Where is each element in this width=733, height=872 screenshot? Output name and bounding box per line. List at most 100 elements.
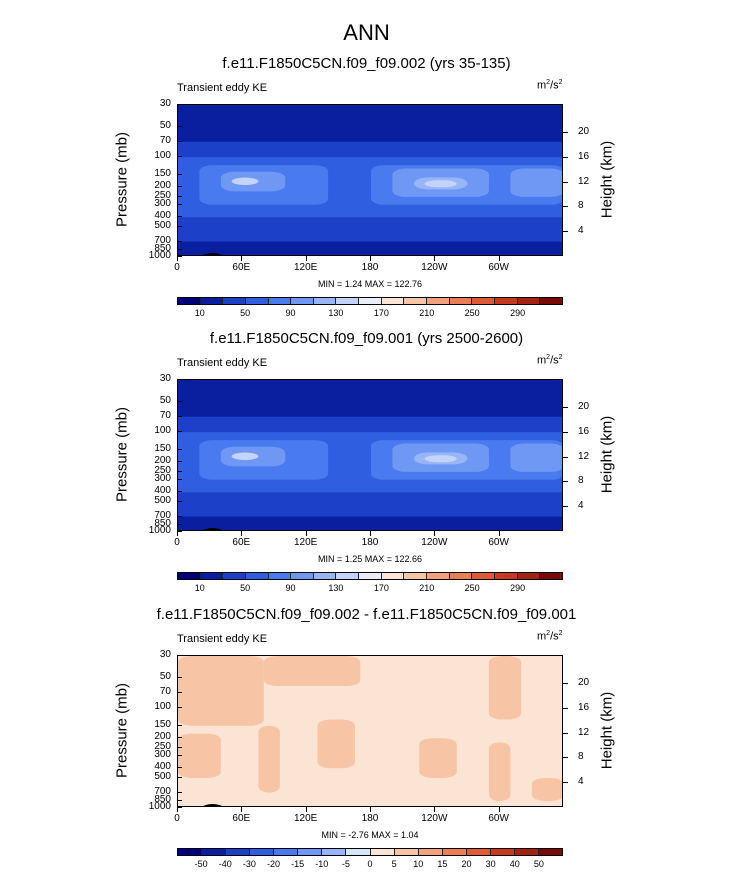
y-axis-title: Pressure (mb) — [113, 682, 131, 779]
height-tick-mark — [563, 481, 568, 483]
colorbar-label: -40 — [218, 859, 232, 869]
y-tick-label: 200 — [154, 455, 171, 467]
min-max-label: MIN = -2.76 MAX = 1.04 — [321, 830, 419, 840]
colorbar-segment — [427, 298, 450, 304]
height-tick-label: 4 — [578, 500, 584, 512]
y-tick-mark — [177, 379, 182, 380]
height-tick-label: 12 — [578, 726, 590, 738]
terrain-mask — [203, 804, 223, 806]
y-tick-label: 150 — [154, 442, 171, 454]
y-tick-mark — [177, 173, 182, 175]
chart-title: f.e11.F1850C5CN.f09_f09.002 - f.e11.F185… — [156, 606, 577, 623]
y-tick-label: 50 — [159, 120, 171, 132]
y-tick-mark — [177, 737, 182, 739]
colorbar — [177, 572, 563, 580]
height-tick-mark — [563, 757, 568, 759]
x-tick-mark — [370, 256, 371, 261]
x-tick-mark — [498, 531, 500, 536]
units-sup: 2 — [546, 354, 551, 361]
x-tick-label: 120E — [293, 262, 318, 273]
colorbar-segment — [245, 573, 269, 579]
colorbar-label: -10 — [315, 859, 329, 869]
x-tick-mark — [177, 531, 178, 536]
y-tick-mark — [177, 523, 182, 525]
chart-title: f.e11.F1850C5CN.f09_f09.001 (yrs 2500-26… — [209, 330, 524, 347]
colorbar — [177, 297, 563, 305]
colorbar-label: 90 — [285, 583, 296, 593]
x-tick-mark — [434, 807, 436, 812]
height-tick-mark — [563, 431, 568, 433]
y-tick-mark — [177, 248, 182, 250]
x-tick-mark — [305, 531, 307, 536]
y-tick-label: 500 — [154, 494, 171, 506]
y-tick-label: 70 — [159, 409, 171, 421]
contour-region-8 — [419, 738, 457, 778]
x-tick-label: 60E — [232, 262, 251, 273]
y-tick-label: 1000 — [148, 525, 171, 536]
colorbar-label: -15 — [291, 859, 305, 869]
x-tick-label: 0 — [174, 537, 180, 548]
units-sup: 2 — [546, 79, 551, 86]
contour-region-5 — [178, 733, 221, 778]
colorbar-segment — [370, 849, 395, 855]
colorbar-label: -5 — [341, 859, 350, 869]
colorbar-segment — [245, 298, 269, 304]
units-mid: /s — [550, 354, 559, 367]
terrain-mask — [203, 528, 223, 530]
colorbar-segment — [200, 298, 224, 304]
height-tick-mark — [563, 506, 568, 508]
height-tick-mark — [563, 732, 568, 734]
colorbar-label: 250 — [464, 308, 480, 318]
colorbar-segment — [200, 573, 224, 579]
y-tick-label: 1000 — [148, 801, 171, 812]
colorbar-segment — [538, 849, 562, 855]
units-base: m — [537, 354, 547, 367]
heatmap-svg — [178, 380, 562, 530]
x-tick-mark — [434, 256, 436, 261]
units-base: m — [537, 630, 547, 643]
y-tick-label: 50 — [159, 671, 171, 683]
colorbar-label: 130 — [328, 308, 344, 318]
height-tick-mark — [563, 456, 568, 458]
height-tick-mark — [563, 156, 568, 158]
y-tick-label: 30 — [159, 649, 171, 660]
y-tick-mark — [177, 791, 182, 793]
units-mid: /s — [550, 79, 559, 92]
terrain-mask — [203, 253, 223, 255]
chart-units: m2/s2 — [537, 79, 563, 92]
y-tick-mark — [177, 256, 182, 257]
units-sup: 2 — [558, 354, 563, 361]
colorbar-segment — [427, 573, 450, 579]
x-tick-label: 120E — [293, 813, 318, 824]
y-tick-mark — [177, 140, 182, 142]
colorbar-segment — [226, 849, 251, 855]
y-tick-label: 100 — [154, 150, 171, 162]
y-tick-label: 150 — [154, 718, 171, 730]
height-tick-mark — [563, 181, 568, 183]
colorbar-label: 50 — [240, 583, 251, 593]
x-tick-mark — [370, 807, 371, 812]
y-tick-label: 50 — [159, 395, 171, 407]
colorbar-segment — [223, 298, 246, 304]
colorbar-segment — [202, 849, 227, 855]
y-tick-label: 70 — [159, 134, 171, 146]
y-tick-mark — [177, 515, 182, 517]
x-tick-label: 0 — [174, 262, 180, 273]
heatmap-plot — [177, 104, 563, 256]
y-tick-label: 850 — [154, 793, 171, 805]
y-tick-label: 150 — [154, 167, 171, 179]
x-tick-label: 180 — [361, 813, 379, 824]
height-tick-label: 20 — [578, 401, 590, 413]
chart-units: m2/s2 — [537, 354, 563, 367]
x-tick-mark — [498, 256, 500, 261]
colorbar — [177, 848, 563, 856]
colorbar-label: 5 — [391, 859, 397, 869]
colorbar-segment — [517, 298, 541, 304]
x-tick-label: 120W — [421, 537, 448, 548]
colorbar-label: 90 — [285, 308, 296, 318]
colorbar-segment — [313, 298, 337, 304]
heatmap-svg — [178, 656, 562, 806]
colorbar-segment — [494, 298, 518, 304]
right-axis-title: Height (km) — [598, 140, 616, 219]
contour-region-7 — [317, 719, 355, 769]
